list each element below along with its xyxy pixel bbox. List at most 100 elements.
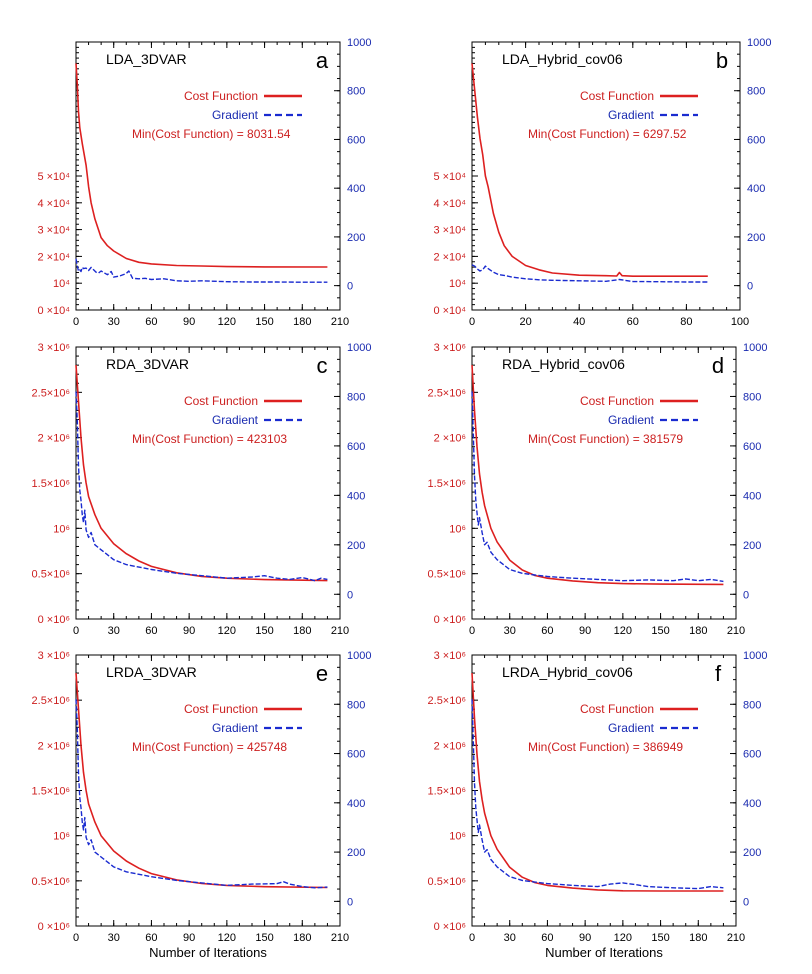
y-right-tick-label: 800	[743, 391, 761, 403]
y-left-tick-label: 5 ×10⁴	[433, 171, 466, 183]
y-left-tick-label: 10⁴	[53, 278, 70, 290]
y-left-tick-label: 0 ×10⁶	[38, 921, 70, 933]
panel-title: LDA_3DVAR	[106, 51, 187, 67]
y-left-tick-label: 5 ×10⁴	[37, 171, 70, 183]
plot-frame	[75, 41, 341, 311]
x-tick-label: 30	[108, 316, 120, 328]
gradient-line	[471, 699, 724, 890]
y-left-tick-label: 10⁶	[53, 523, 70, 535]
x-tick-label: 180	[689, 625, 707, 637]
x-tick-label: 60	[145, 316, 157, 328]
x-tick-label: 210	[331, 625, 349, 637]
y-right-tick-label: 200	[747, 232, 765, 244]
gradient-line	[471, 264, 708, 283]
y-right-tick-label: 200	[347, 847, 365, 859]
x-tick-label: 120	[218, 316, 236, 328]
gradient-line	[75, 258, 328, 283]
x-tick-label: 30	[504, 625, 516, 637]
y-right-tick-label: 600	[347, 749, 365, 761]
x-axis-label: Number of Iterations	[149, 945, 267, 960]
gradient-line	[75, 699, 328, 889]
panel-letter: e	[316, 661, 328, 686]
y-right-tick-label: 600	[347, 134, 365, 146]
y-right-tick-label: 600	[743, 441, 761, 453]
y-left-tick-label: 3 ×10⁴	[433, 225, 466, 237]
y-right-tick-label: 0	[743, 896, 749, 908]
legend-cost-label: Cost Function	[580, 394, 654, 408]
y-left-tick-label: 10⁶	[449, 523, 466, 535]
y-right-tick-label: 200	[347, 540, 365, 552]
x-tick-label: 0	[73, 932, 79, 944]
panel-letter: f	[715, 661, 722, 686]
legend-cost-label: Cost Function	[184, 89, 258, 103]
x-tick-label: 210	[727, 932, 745, 944]
legend-min-cost: Min(Cost Function) = 6297.52	[528, 127, 687, 141]
panel-title: LDA_Hybrid_cov06	[502, 51, 623, 67]
x-tick-label: 150	[651, 625, 669, 637]
x-tick-label: 60	[145, 932, 157, 944]
y-right-tick-label: 800	[347, 391, 365, 403]
legend-gradient-label: Gradient	[212, 721, 259, 735]
y-right-tick-label: 1000	[347, 37, 371, 49]
legend-cost-label: Cost Function	[184, 702, 258, 716]
y-right-tick-label: 400	[347, 490, 365, 502]
y-left-tick-label: 2.5×10⁶	[428, 387, 466, 399]
y-left-tick-label: 3 ×10⁶	[434, 650, 466, 662]
y-left-tick-label: 4 ×10⁴	[37, 198, 70, 210]
y-right-tick-label: 600	[347, 441, 365, 453]
y-left-tick-label: 0 ×10⁶	[38, 614, 70, 626]
x-tick-label: 150	[255, 625, 273, 637]
legend-min-cost: Min(Cost Function) = 425748	[132, 740, 287, 754]
x-tick-label: 0	[469, 316, 475, 328]
y-right-tick-label: 800	[747, 86, 765, 98]
cost-function-line	[471, 365, 724, 586]
y-left-tick-label: 1.5×10⁶	[428, 786, 466, 798]
y-left-tick-label: 2 ×10⁴	[37, 251, 70, 263]
y-left-tick-label: 3 ×10⁶	[38, 342, 70, 354]
legend-min-cost: Min(Cost Function) = 381579	[528, 432, 683, 446]
gradient-line	[75, 391, 328, 582]
x-tick-label: 120	[218, 932, 236, 944]
y-left-tick-label: 2 ×10⁶	[434, 740, 466, 752]
y-left-tick-label: 0 ×10⁶	[434, 921, 466, 933]
legend-gradient-label: Gradient	[212, 413, 259, 427]
y-right-tick-label: 800	[743, 699, 761, 711]
legend-gradient-label: Gradient	[608, 108, 655, 122]
panel-title: LRDA_3DVAR	[106, 664, 197, 680]
y-left-tick-label: 3 ×10⁶	[434, 342, 466, 354]
y-right-tick-label: 0	[347, 896, 353, 908]
y-right-tick-label: 400	[743, 490, 761, 502]
x-tick-label: 0	[73, 316, 79, 328]
y-left-tick-label: 2.5×10⁶	[428, 695, 466, 707]
y-left-tick-label: 10⁴	[449, 278, 466, 290]
x-tick-label: 90	[183, 625, 195, 637]
x-tick-label: 210	[331, 932, 349, 944]
panel-b: 0 20 40 60 80 100 0 ×10⁴ 10⁴ 2 ×10⁴ 3 ×10⁴ 4 ×10⁴ 5…	[433, 37, 771, 328]
x-tick-label: 60	[541, 932, 553, 944]
y-left-tick-label: 1.5×10⁶	[32, 478, 70, 490]
x-tick-label: 60	[145, 625, 157, 637]
panel-title: LRDA_Hybrid_cov06	[502, 664, 633, 680]
legend-cost-label: Cost Function	[580, 702, 654, 716]
x-tick-label: 30	[108, 625, 120, 637]
x-tick-label: 150	[255, 932, 273, 944]
x-tick-label: 120	[614, 625, 632, 637]
y-left-tick-label: 2.5×10⁶	[32, 695, 70, 707]
legend-cost-label: Cost Function	[580, 89, 654, 103]
y-right-tick-label: 200	[743, 540, 761, 552]
x-tick-label: 0	[469, 625, 475, 637]
x-tick-label: 30	[108, 932, 120, 944]
cost-function-line	[471, 673, 724, 892]
y-right-tick-label: 400	[347, 183, 365, 195]
y-left-tick-label: 3 ×10⁴	[37, 225, 70, 237]
x-tick-label: 120	[218, 625, 236, 637]
cost-function-line	[75, 63, 328, 268]
y-left-tick-label: 2 ×10⁶	[434, 433, 466, 445]
y-right-tick-label: 1000	[347, 342, 371, 354]
x-tick-label: 180	[293, 316, 311, 328]
panel-letter: a	[316, 48, 329, 73]
x-tick-label: 150	[255, 316, 273, 328]
panel-e: 0 30 60 90 120 150 180 210 0 ×10⁶ 0.5×10⁶ 10⁶ 1.5×1…	[32, 650, 372, 960]
y-left-tick-label: 0.5×10⁶	[32, 569, 70, 581]
